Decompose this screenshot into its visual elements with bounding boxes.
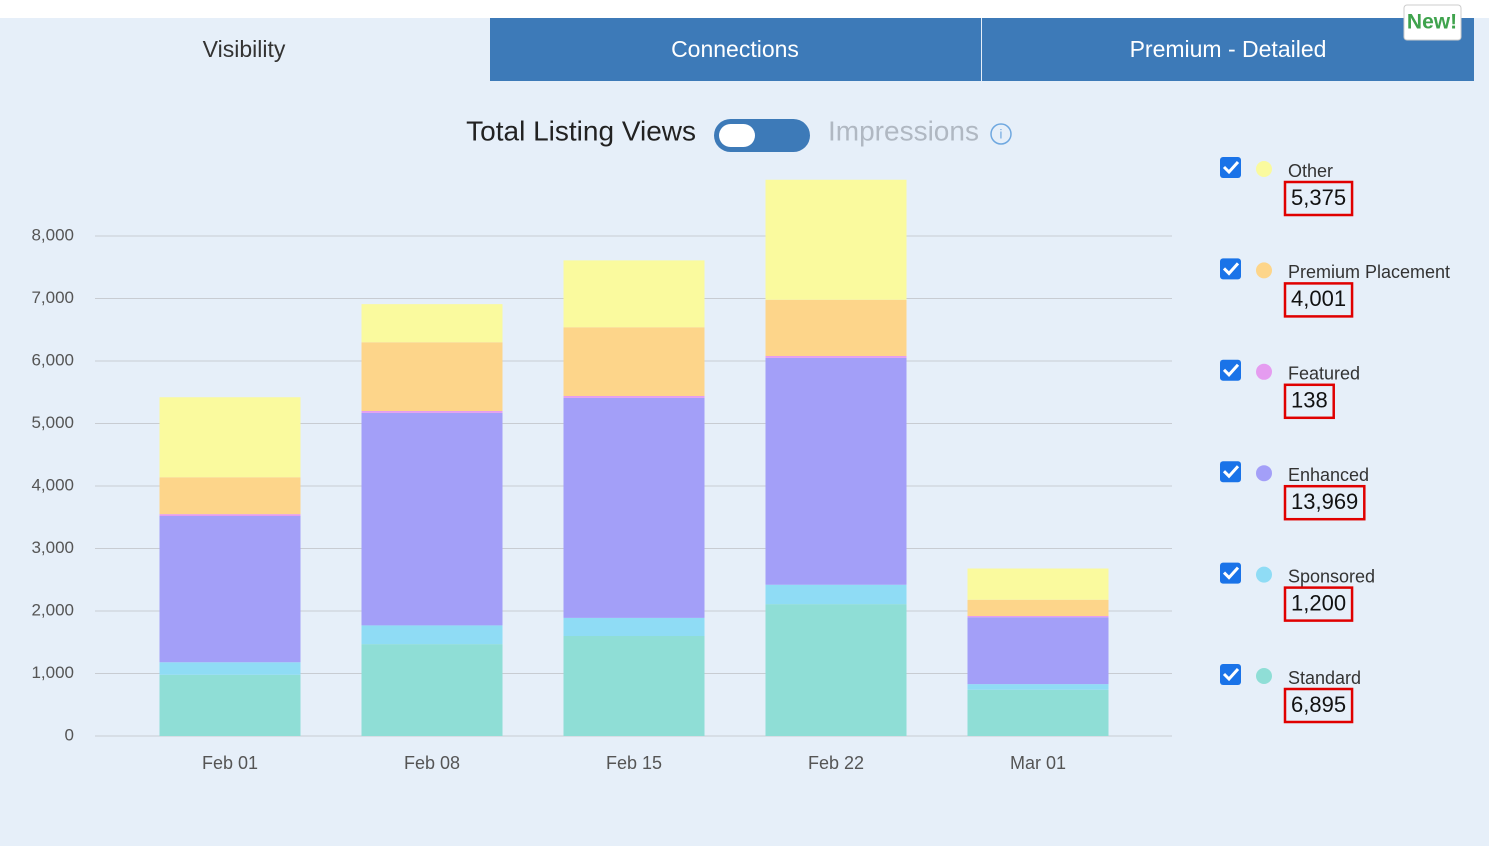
legend-total: 5,375	[1291, 185, 1346, 210]
total-highlight	[1283, 484, 1366, 521]
total-highlight	[1283, 586, 1354, 622]
tab[interactable]	[982, 18, 1474, 81]
checkmark	[1222, 465, 1240, 479]
tab-label: Connections	[671, 36, 799, 62]
bar-segment	[361, 412, 503, 626]
legend-name: Featured	[1288, 364, 1360, 384]
toggle-left-label: Total Listing Views	[466, 115, 696, 146]
bar-segment	[765, 299, 907, 356]
x-tick-label: Feb 08	[404, 753, 460, 773]
y-tick-label: 3,000	[31, 538, 74, 557]
bar-segment	[361, 304, 503, 343]
bar-segment	[563, 397, 705, 618]
bar-segment	[765, 584, 907, 605]
bar-segment	[765, 356, 907, 358]
y-tick-label: 1,000	[31, 663, 74, 682]
tab-active[interactable]	[0, 18, 490, 81]
bar-segment	[967, 617, 1109, 685]
bar-segment	[967, 599, 1109, 616]
x-tick-label: Feb 15	[606, 753, 662, 773]
bar-segment	[159, 477, 301, 515]
bar-segment	[563, 327, 705, 396]
bar-segment	[765, 357, 907, 585]
checkmark	[1222, 363, 1240, 377]
bar-segment	[361, 625, 503, 645]
toggle-right-label: Impressions	[828, 115, 979, 146]
bar-segment	[159, 516, 301, 663]
bar-segment	[159, 662, 301, 675]
legend-name: Sponsored	[1288, 566, 1375, 586]
bar-segment	[967, 568, 1109, 600]
total-highlight	[1283, 383, 1335, 420]
y-tick-label: 8,000	[31, 225, 74, 244]
info-icon[interactable]	[990, 123, 1012, 145]
bar-segment	[967, 684, 1109, 690]
badge-text: New!	[1407, 11, 1457, 34]
bar-segment	[563, 396, 705, 398]
legend-total: 138	[1291, 388, 1328, 413]
x-tick-label: Feb 01	[202, 753, 258, 773]
legend-total: 6,895	[1291, 692, 1346, 717]
tab-label: Visibility	[203, 36, 286, 62]
checkmark	[1222, 160, 1240, 175]
tab[interactable]	[490, 18, 981, 81]
x-tick-label: Mar 01	[1010, 753, 1066, 773]
checkmark	[1222, 262, 1240, 276]
checkbox[interactable]	[1220, 664, 1241, 685]
checkbox[interactable]	[1220, 359, 1241, 381]
legend-total: 4,001	[1291, 286, 1346, 311]
legend-dot	[1256, 566, 1272, 583]
y-tick-label: 4,000	[31, 475, 74, 494]
bar-segment	[563, 617, 705, 636]
total-highlight	[1283, 687, 1354, 724]
y-tick-label: 0	[65, 725, 74, 744]
legend-total: 1,200	[1291, 590, 1346, 615]
legend-name: Standard	[1288, 668, 1361, 688]
bar-segment	[361, 342, 503, 411]
legend-name: Premium Placement	[1288, 262, 1450, 282]
tab-label: Premium - Detailed	[1130, 36, 1327, 62]
bar-segment	[765, 604, 907, 736]
legend-name: Other	[1288, 161, 1333, 181]
toggle-knob	[719, 124, 755, 147]
checkbox[interactable]	[1220, 157, 1241, 178]
legend-dot	[1256, 262, 1272, 279]
y-tick-label: 6,000	[31, 350, 74, 369]
bar-segment	[159, 397, 301, 478]
legend-dot	[1256, 668, 1272, 684]
y-tick-label: 7,000	[31, 288, 74, 307]
bar-segment	[159, 514, 301, 516]
bar-segment	[361, 411, 503, 413]
info-icon-glyph: i	[1000, 126, 1003, 141]
bar-segment	[361, 644, 503, 736]
legend-dot	[1256, 465, 1272, 482]
badge	[1403, 4, 1462, 41]
x-tick-label: Feb 22	[808, 753, 864, 773]
bar-segment	[563, 260, 705, 328]
y-tick-label: 5,000	[31, 413, 74, 432]
y-tick-label: 2,000	[31, 600, 74, 619]
bar-segment	[967, 616, 1109, 618]
legend-dot	[1256, 363, 1272, 380]
checkbox[interactable]	[1220, 258, 1241, 280]
checkbox[interactable]	[1220, 562, 1241, 584]
legend-dot	[1256, 161, 1272, 177]
bar-segment	[967, 689, 1109, 736]
total-highlight	[1283, 180, 1354, 217]
checkmark	[1222, 566, 1240, 580]
checkmark	[1222, 667, 1240, 682]
bar-segment	[159, 674, 301, 736]
legend-total: 13,969	[1291, 489, 1358, 514]
total-highlight	[1283, 282, 1354, 318]
bar-segment	[765, 179, 907, 300]
bar-segment	[563, 636, 705, 736]
checkbox[interactable]	[1220, 461, 1241, 483]
legend-name: Enhanced	[1288, 465, 1369, 485]
